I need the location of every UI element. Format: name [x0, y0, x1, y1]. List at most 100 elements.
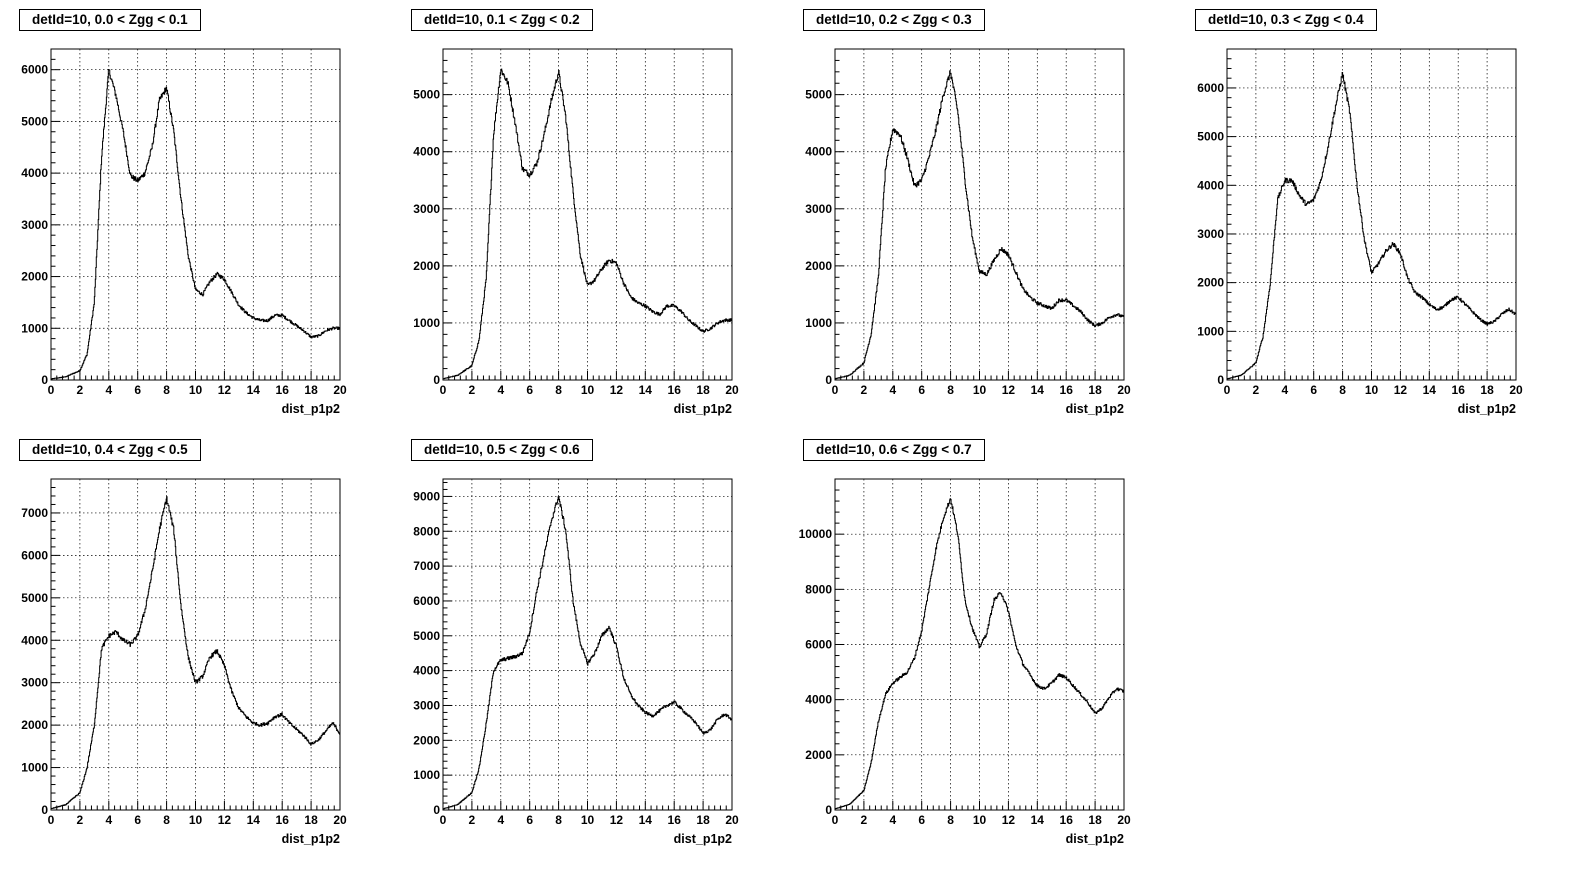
y-tick-label: 2000: [805, 748, 832, 762]
x-axis-label: dist_p1p2: [674, 402, 732, 416]
y-tick-label: 3000: [21, 676, 48, 690]
x-tick-label: 6: [918, 383, 925, 397]
x-tick-label: 12: [1002, 813, 1016, 827]
x-tick-label: 8: [947, 813, 954, 827]
x-tick-label: 2: [861, 383, 868, 397]
x-tick-label: 2: [1253, 383, 1260, 397]
y-tick-label: 5000: [413, 88, 440, 102]
x-tick-label: 10: [973, 813, 987, 827]
y-tick-label: 2000: [21, 718, 48, 732]
x-axis-label: dist_p1p2: [282, 832, 340, 846]
y-tick-label: 8000: [805, 582, 832, 596]
y-tick-label: 1000: [413, 316, 440, 330]
histogram-pad: 0 2 4 6 8 10 12 14 16 18 20 0 1000 2000 3000 4000 5000 60…: [0, 0, 399, 436]
x-tick-label: 18: [304, 383, 318, 397]
x-tick-label: 12: [610, 383, 624, 397]
x-tick-label: 12: [1002, 383, 1016, 397]
x-tick-label: 2: [469, 813, 476, 827]
histogram-plot: 0 2 4 6 8 10 12 14 16 18 20 0 1000 2000 3000 4000 5000 60…: [1197, 48, 1523, 416]
y-tick-label: 7000: [21, 506, 48, 520]
x-tick-label: 12: [218, 383, 232, 397]
x-tick-label: 10: [581, 813, 595, 827]
x-tick-label: 10: [189, 813, 203, 827]
y-tick-label: 7000: [413, 559, 440, 573]
histogram-title: detId=10, 0.2 < Zgg < 0.3: [803, 9, 985, 31]
x-tick-label: 18: [304, 813, 318, 827]
y-tick-label: 0: [41, 373, 48, 387]
x-tick-label: 10: [1365, 383, 1379, 397]
x-axis-label: dist_p1p2: [1458, 402, 1516, 416]
y-tick-label: 8000: [413, 524, 440, 538]
x-tick-label: 2: [77, 383, 84, 397]
x-tick-label: 20: [333, 383, 347, 397]
x-tick-label: 16: [668, 383, 682, 397]
x-axis-label: dist_p1p2: [1066, 832, 1124, 846]
histogram-plot: 0 2 4 6 8 10 12 14 16 18 20 0 1000 2000 3000 4000 5000 60…: [21, 48, 347, 416]
x-tick-label: 20: [1117, 813, 1131, 827]
y-tick-label: 0: [825, 373, 832, 387]
x-axis-label: dist_p1p2: [282, 402, 340, 416]
x-tick-label: 0: [440, 813, 447, 827]
y-tick-label: 3000: [413, 698, 440, 712]
y-tick-label: 4000: [805, 693, 832, 707]
x-tick-label: 0: [48, 813, 55, 827]
x-tick-label: 4: [889, 383, 896, 397]
x-tick-label: 14: [1031, 383, 1045, 397]
x-tick-label: 6: [1310, 383, 1317, 397]
x-tick-label: 4: [889, 813, 896, 827]
x-axis-label: dist_p1p2: [674, 832, 732, 846]
y-tick-label: 6000: [21, 548, 48, 562]
histogram-title: detId=10, 0.6 < Zgg < 0.7: [803, 439, 985, 461]
x-tick-label: 0: [832, 383, 839, 397]
y-tick-label: 1000: [21, 321, 48, 335]
y-tick-label: 6000: [21, 63, 48, 77]
x-tick-label: 4: [497, 813, 504, 827]
x-tick-label: 4: [105, 383, 112, 397]
x-tick-label: 20: [1117, 383, 1131, 397]
x-tick-label: 8: [555, 813, 562, 827]
x-tick-label: 18: [696, 383, 710, 397]
y-tick-label: 5000: [413, 629, 440, 643]
y-tick-label: 4000: [21, 166, 48, 180]
histogram-series-line: [50, 496, 341, 810]
x-tick-label: 8: [555, 383, 562, 397]
histogram-title: detId=10, 0.1 < Zgg < 0.2: [411, 9, 593, 31]
x-tick-label: 16: [276, 383, 290, 397]
x-tick-label: 4: [1281, 383, 1288, 397]
x-tick-label: 14: [247, 813, 261, 827]
x-tick-label: 16: [276, 813, 290, 827]
y-tick-label: 4000: [1197, 178, 1224, 192]
x-tick-label: 0: [832, 813, 839, 827]
histogram-series-line: [834, 70, 1125, 380]
x-tick-label: 2: [77, 813, 84, 827]
x-tick-label: 14: [639, 813, 653, 827]
y-tick-label: 2000: [805, 259, 832, 273]
histogram-pad: 0 2 4 6 8 10 12 14 16 18 20 0 2000 4000 6000 8000 10000 d…: [784, 430, 1183, 866]
y-tick-label: 3000: [805, 202, 832, 216]
x-tick-label: 16: [1060, 383, 1074, 397]
histogram-pad: 0 2 4 6 8 10 12 14 16 18 20 0 1000 2000 3000 4000 5000 di…: [784, 0, 1183, 436]
y-tick-label: 4000: [21, 633, 48, 647]
y-tick-label: 3000: [413, 202, 440, 216]
x-tick-label: 18: [1480, 383, 1494, 397]
x-tick-label: 0: [1224, 383, 1231, 397]
x-tick-label: 8: [1339, 383, 1346, 397]
y-tick-label: 0: [433, 373, 440, 387]
x-tick-label: 8: [947, 383, 954, 397]
y-tick-label: 10000: [799, 527, 833, 541]
histogram-plot: 0 2 4 6 8 10 12 14 16 18 20 0 1000 2000 3000 4000 5000 60…: [413, 478, 739, 846]
x-tick-label: 0: [48, 383, 55, 397]
histogram-plot: 0 2 4 6 8 10 12 14 16 18 20 0 2000 4000 6000 8000 10000 d…: [799, 478, 1131, 846]
x-tick-label: 6: [526, 383, 533, 397]
y-tick-label: 5000: [21, 114, 48, 128]
y-tick-label: 3000: [1197, 227, 1224, 241]
y-tick-label: 1000: [805, 316, 832, 330]
y-tick-label: 5000: [805, 88, 832, 102]
y-tick-label: 1000: [21, 761, 48, 775]
y-tick-label: 6000: [1197, 81, 1224, 95]
x-tick-label: 18: [1088, 383, 1102, 397]
histogram-plot: 0 2 4 6 8 10 12 14 16 18 20 0 1000 2000 3000 4000 5000 di…: [413, 48, 739, 416]
histogram-plot: 0 2 4 6 8 10 12 14 16 18 20 0 1000 2000 3000 4000 5000 di…: [805, 48, 1131, 416]
x-tick-label: 8: [163, 813, 170, 827]
